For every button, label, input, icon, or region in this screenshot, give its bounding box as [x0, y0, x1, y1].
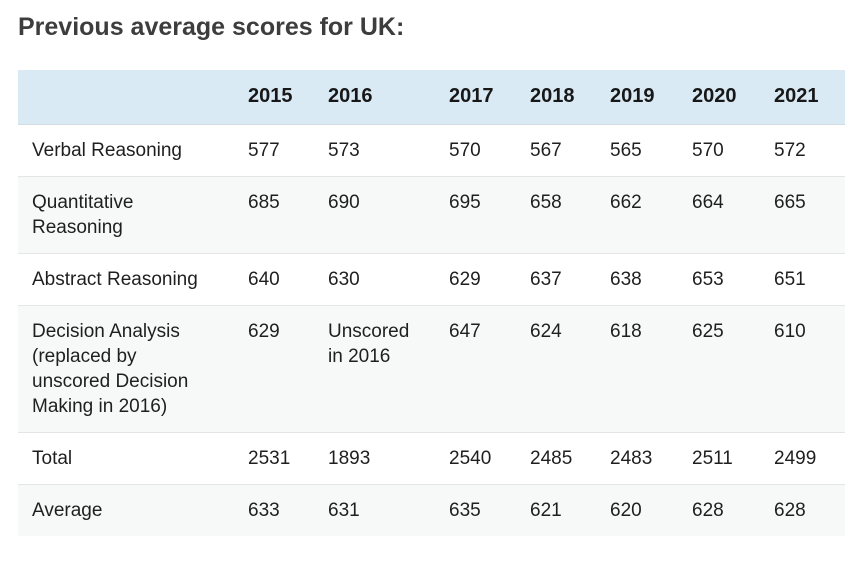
score-cell: 695	[433, 175, 514, 253]
score-cell: 2511	[676, 431, 758, 484]
header-cell-year-2018: 2018	[514, 70, 594, 124]
table-row-average: Average 633 631 635 621 620 628 628	[18, 483, 845, 536]
header-cell-year-2020: 2020	[676, 70, 758, 124]
row-label-cell: Average	[18, 483, 232, 536]
row-label-cell: Abstract Reasoning	[18, 252, 232, 305]
row-label-cell: Verbal Reasoning	[18, 123, 232, 176]
score-cell: 2499	[758, 431, 845, 484]
table-row-quantitative-reasoning: Quantitative Reasoning 685 690 695 658 6…	[18, 175, 845, 253]
score-cell: 573	[312, 123, 433, 176]
header-cell-year-2015: 2015	[232, 70, 312, 124]
score-cell: 658	[514, 175, 594, 253]
row-label-cell: Quantitative Reasoning	[18, 175, 232, 253]
score-cell: 570	[433, 123, 514, 176]
score-cell: 572	[758, 123, 845, 176]
score-cell: 647	[433, 304, 514, 432]
score-cell: 618	[594, 304, 676, 432]
table-row-abstract-reasoning: Abstract Reasoning 640 630 629 637 638 6…	[18, 252, 845, 305]
table-row-verbal-reasoning: Verbal Reasoning 577 573 570 567 565 570…	[18, 123, 845, 176]
score-cell: 610	[758, 304, 845, 432]
header-cell-year-2017: 2017	[433, 70, 514, 124]
score-cell: 664	[676, 175, 758, 253]
header-cell-year-2016: 2016	[312, 70, 433, 124]
table-row-total: Total 2531 1893 2540 2485 2483 2511 2499	[18, 431, 845, 484]
score-cell: 662	[594, 175, 676, 253]
table-header-row: 2015 2016 2017 2018 2019 2020 2021	[18, 70, 845, 124]
score-cell: 628	[676, 483, 758, 536]
score-cell: Unscored in 2016	[312, 304, 433, 432]
score-cell: 621	[514, 483, 594, 536]
row-label-cell: Total	[18, 431, 232, 484]
score-cell: 630	[312, 252, 433, 305]
score-cell: 1893	[312, 431, 433, 484]
score-cell: 570	[676, 123, 758, 176]
score-cell: 633	[232, 483, 312, 536]
score-cell: 653	[676, 252, 758, 305]
score-cell: 2483	[594, 431, 676, 484]
page-title: Previous average scores for UK:	[18, 13, 405, 41]
score-cell: 635	[433, 483, 514, 536]
score-cell: 2485	[514, 431, 594, 484]
score-cell: 565	[594, 123, 676, 176]
table-row-decision-analysis: Decision Analysis (replaced by unscored …	[18, 304, 845, 432]
score-cell: 620	[594, 483, 676, 536]
score-cell: 631	[312, 483, 433, 536]
score-cell: 577	[232, 123, 312, 176]
score-cell: 638	[594, 252, 676, 305]
score-cell: 685	[232, 175, 312, 253]
score-cell: 2540	[433, 431, 514, 484]
scores-table: 2015 2016 2017 2018 2019 2020 2021 Verba…	[18, 70, 845, 536]
score-cell: 651	[758, 252, 845, 305]
header-cell-year-2019: 2019	[594, 70, 676, 124]
score-cell: 624	[514, 304, 594, 432]
header-cell-empty	[18, 70, 232, 124]
score-cell: 628	[758, 483, 845, 536]
score-cell: 629	[232, 304, 312, 432]
score-cell: 640	[232, 252, 312, 305]
score-cell: 690	[312, 175, 433, 253]
header-cell-year-2021: 2021	[758, 70, 845, 124]
score-cell: 637	[514, 252, 594, 305]
score-cell: 625	[676, 304, 758, 432]
score-cell: 567	[514, 123, 594, 176]
score-cell: 2531	[232, 431, 312, 484]
score-cell: 629	[433, 252, 514, 305]
score-cell: 665	[758, 175, 845, 253]
row-label-cell: Decision Analysis (replaced by unscored …	[18, 304, 232, 432]
